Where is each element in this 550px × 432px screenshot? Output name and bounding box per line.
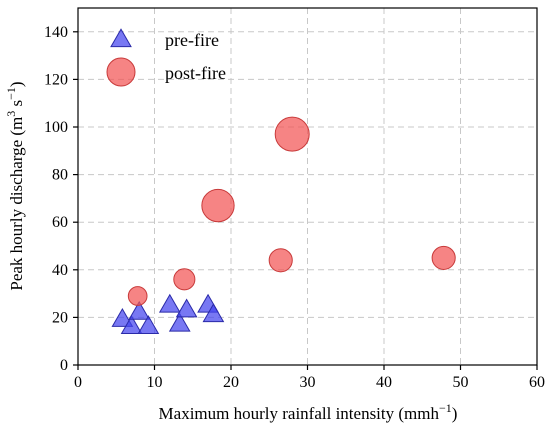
pre-fire-point <box>111 308 134 327</box>
pre-fire-point <box>168 312 191 332</box>
x-tick-label: 40 <box>376 374 392 391</box>
post-fire-point <box>173 268 196 291</box>
y-tick-label: 100 <box>44 119 68 136</box>
post-fire-point <box>127 286 148 306</box>
post-fire-point <box>431 245 456 270</box>
post-fire-point <box>274 116 310 152</box>
legend-marker-post-fire <box>106 57 136 87</box>
post-fire-point <box>201 188 235 223</box>
x-axis-label: Maximum hourly rainfall intensity (mmh−1… <box>159 401 458 423</box>
x-tick-label: 0 <box>74 374 82 391</box>
y-axis-label: Peak hourly discharge (m3 s−1) <box>4 81 26 290</box>
grid-lines <box>78 8 537 365</box>
legend-label-post-fire: post-fire <box>165 63 226 83</box>
axis-ticks <box>73 31 538 370</box>
x-tick-label: 60 <box>529 374 545 391</box>
plot-frame <box>77 7 538 366</box>
y-tick-label: 20 <box>52 309 68 326</box>
pre-fire-point <box>128 300 151 320</box>
x-tick-labels: 0 10 20 30 40 50 60 <box>74 374 545 391</box>
x-tick-label: 20 <box>223 374 239 391</box>
pre-fire-point <box>137 315 160 335</box>
y-tick-label: 140 <box>44 24 68 41</box>
pre-fire-point <box>202 303 225 323</box>
y-tick-labels: 0 20 40 60 80 100 120 140 <box>44 24 68 374</box>
pre-fire-point <box>120 315 143 335</box>
y-tick-label: 40 <box>52 262 68 279</box>
pre-fire-point <box>158 293 181 313</box>
pre-fire-point <box>175 298 198 318</box>
y-tick-label: 120 <box>44 71 68 88</box>
x-tick-label: 50 <box>453 374 469 391</box>
x-tick-label: 10 <box>147 374 163 391</box>
legend-marker-pre-fire <box>110 28 132 48</box>
post-fire-point <box>268 248 293 273</box>
y-tick-label: 0 <box>60 357 68 374</box>
legend-label-pre-fire: pre-fire <box>165 30 219 50</box>
y-tick-label: 80 <box>52 167 68 184</box>
y-tick-label: 60 <box>52 214 68 231</box>
data-points <box>111 116 456 335</box>
x-tick-label: 30 <box>300 374 316 391</box>
legend: pre-fire post-fire <box>106 28 226 87</box>
